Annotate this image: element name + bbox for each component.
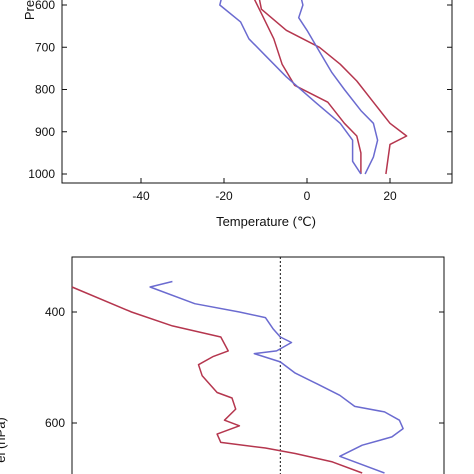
top-y-tick-label: 700 [35, 40, 55, 54]
top-series-line-2 [297, 0, 379, 175]
bottom-plot-frame [71, 256, 445, 474]
bottom-panel: 400 600 [45, 256, 445, 474]
top-x-tick-label: -20 [215, 189, 233, 203]
top-plot-frame [61, 0, 453, 184]
bottom-series-line-2 [149, 280, 404, 474]
bottom-y-tick-label: 600 [45, 416, 65, 430]
top-y-tick-label: 600 [35, 0, 55, 12]
top-panel: -40 -20 0 20 600 700 800 900 1000 [28, 0, 453, 203]
bottom-y-axis-label: el (hPa) [0, 417, 8, 463]
bottom-y-tick-label: 400 [45, 305, 65, 319]
top-x-tick-label: 0 [304, 189, 311, 203]
top-x-axis-label: Temperature (℃) [216, 214, 316, 229]
top-x-tick-label: 20 [383, 189, 397, 203]
top-y-tick-label: 900 [35, 125, 55, 139]
top-y-tick-label: 1000 [28, 167, 55, 181]
top-series-line-1 [258, 0, 408, 175]
top-x-tick-label: -40 [132, 189, 150, 203]
bottom-series-line-1 [71, 286, 363, 474]
top-y-axis-label: Pre [22, 0, 37, 20]
top-y-tick-label: 800 [35, 83, 55, 97]
top-series-line-3 [253, 0, 362, 174]
top-series-line-4 [219, 0, 362, 175]
